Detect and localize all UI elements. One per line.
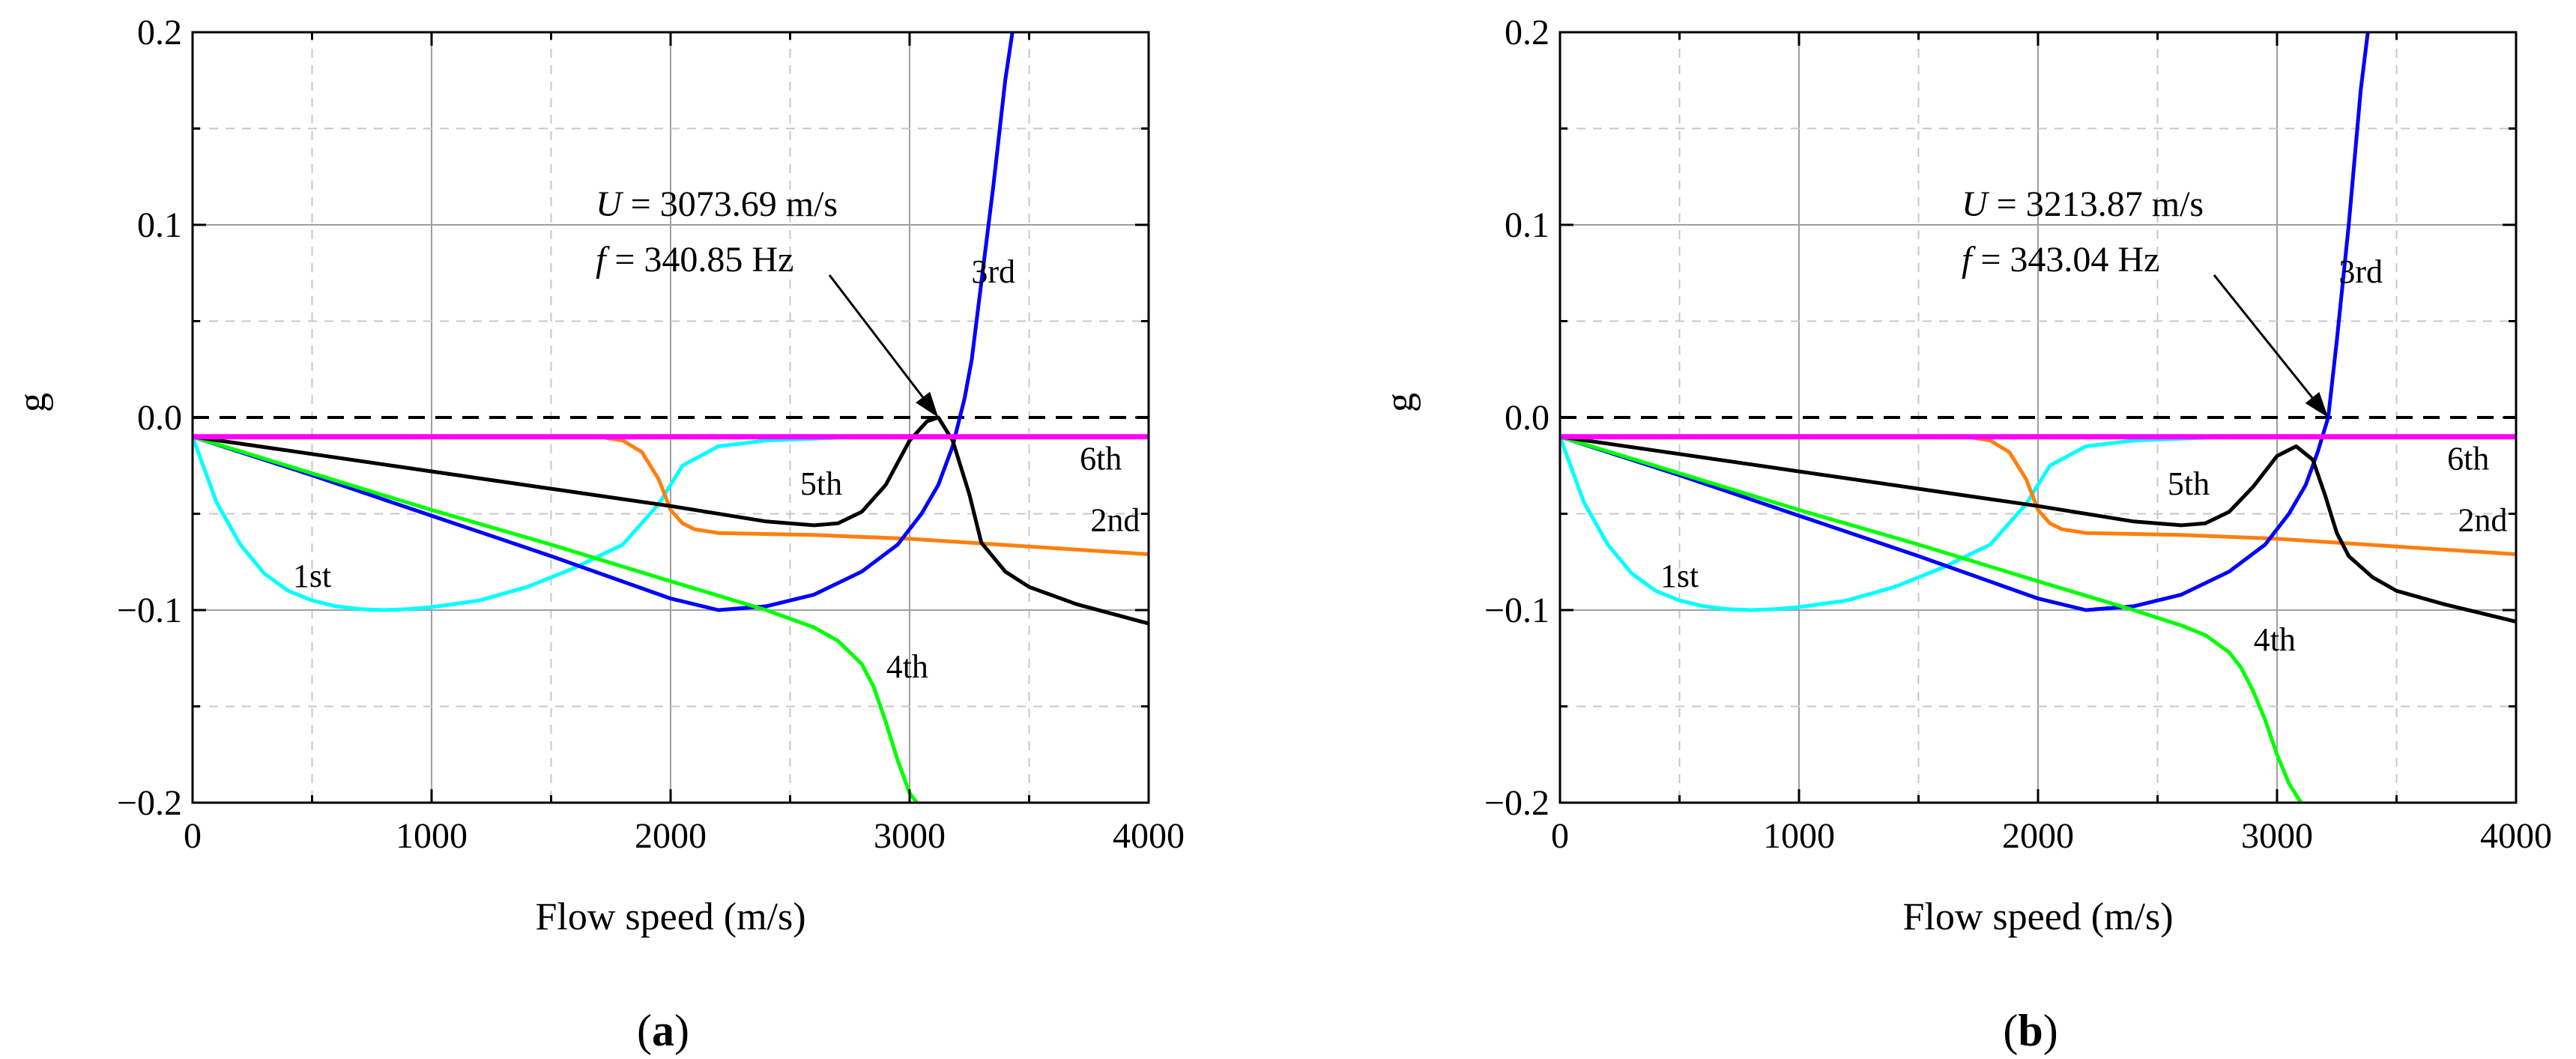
y-tick-labels: 0.2 0.1 0.0 −0.1 −0.2 [117, 13, 182, 823]
panel-label-open: ( [637, 1006, 652, 1055]
chart-panel-a: 0 1000 2000 3000 4000 0.2 0.1 0.0 −0.1 −0.2 1st 2… [11, 13, 1185, 1055]
axis-ticks [191, 31, 1150, 804]
x-tick-label: 3000 [874, 816, 946, 856]
y-tick-label: −0.2 [117, 783, 182, 823]
curve-2nd [193, 435, 1149, 556]
x-axis-title: Flow speed (m/s) [535, 896, 805, 938]
curve-4th [1560, 435, 2303, 803]
curve-1st [1560, 435, 2277, 612]
panel-label-a: (a) [637, 1006, 689, 1055]
y-tick-label: 0.0 [1505, 398, 1549, 438]
annotation-frequency: f = 340.85 Hz [596, 240, 793, 280]
x-tick-label: 3000 [2241, 816, 2313, 856]
panel-label-letter: b [2018, 1006, 2043, 1055]
mode-label-2nd: 2nd [2458, 502, 2507, 539]
y-tick-label: 0.0 [137, 398, 182, 438]
y-tick-label: −0.1 [117, 591, 182, 630]
annotation-arrowhead [2305, 391, 2329, 417]
mode-label-1st: 1st [293, 558, 331, 594]
annotation-speed: U = 3213.87 m/s [1962, 184, 2204, 224]
y-tick-label: 0.2 [137, 13, 182, 52]
curve-3rd [1560, 32, 2370, 612]
annotation-arrow [2213, 274, 2314, 399]
x-tick-label: 4000 [1113, 816, 1185, 856]
x-tick-label: 4000 [2480, 816, 2552, 856]
annotation-speed-value: = 3073.69 m/s [622, 184, 838, 224]
mode-label-5th: 5th [800, 465, 842, 502]
mode-label-6th: 6th [2447, 440, 2489, 477]
x-tick-label: 2000 [2002, 816, 2074, 856]
annotation-arrowhead [916, 391, 939, 417]
y-tick-labels: 0.2 0.1 0.0 −0.1 −0.2 [1484, 13, 1549, 823]
mode-label-4th: 4th [2254, 621, 2296, 658]
x-axis-title: Flow speed (m/s) [1902, 896, 2173, 938]
panel-label-open: ( [2003, 1006, 2018, 1055]
y-tick-label: 0.2 [1505, 13, 1549, 52]
annotation-speed: U = 3073.69 m/s [596, 184, 838, 224]
mode-curves [1560, 32, 2516, 803]
mode-label-3rd: 3rd [971, 253, 1015, 290]
y-tick-label: −0.2 [1484, 783, 1549, 823]
mode-label-3rd: 3rd [2338, 253, 2383, 290]
x-tick-label: 0 [1551, 816, 1569, 856]
flutter-annotation: U = 3073.69 m/s f = 340.85 Hz [596, 184, 939, 417]
curve-5th [193, 415, 1149, 626]
chart-panel-b: 0 1000 2000 3000 4000 0.2 0.1 0.0 −0.1 −0.2 1st 2… [1379, 13, 2552, 1055]
panel-label-close: ) [674, 1006, 689, 1055]
panel-label-close: ) [2043, 1006, 2058, 1055]
y-tick-label: 0.1 [137, 205, 182, 245]
x-tick-label: 0 [184, 816, 202, 856]
mode-label-6th: 6th [1080, 440, 1122, 477]
annotation-frequency-value: = 343.04 Hz [1971, 240, 2159, 280]
x-tick-label: 1000 [396, 816, 468, 856]
curve-1st [193, 435, 910, 612]
mode-curves [193, 32, 1149, 803]
axis-ticks [1558, 31, 2518, 804]
annotation-speed-symbol: U [596, 184, 624, 224]
mode-label-5th: 5th [2168, 465, 2210, 502]
mode-label-4th: 4th [886, 648, 928, 685]
y-tick-label: −0.1 [1484, 591, 1549, 630]
flutter-annotation: U = 3213.87 m/s f = 343.04 Hz [1962, 184, 2329, 417]
annotation-arrow [828, 274, 924, 398]
y-tick-label: 0.1 [1505, 205, 1549, 245]
x-tick-label: 2000 [635, 816, 707, 856]
y-axis-title: g [11, 393, 54, 412]
curve-3rd [193, 32, 1015, 612]
mode-labels: 1st 2nd 3rd 4th 5th 6th [1660, 253, 2508, 658]
annotation-frequency: f = 343.04 Hz [1962, 240, 2159, 280]
mode-label-2nd: 2nd [1090, 502, 1140, 539]
curve-4th [193, 435, 919, 803]
panel-label-b: (b) [2003, 1006, 2058, 1055]
mode-label-1st: 1st [1660, 558, 1699, 594]
curve-5th [1560, 435, 2516, 624]
annotation-speed-value: = 3213.87 m/s [1988, 184, 2204, 224]
annotation-speed-symbol: U [1962, 184, 1990, 224]
mode-labels: 1st 2nd 3rd 4th 5th 6th [293, 253, 1140, 685]
curve-2nd [1560, 435, 2516, 556]
y-axis-title: g [1379, 393, 1421, 412]
panel-label-letter: a [652, 1006, 674, 1055]
x-tick-label: 1000 [1763, 816, 1835, 856]
annotation-frequency-value: = 340.85 Hz [605, 240, 793, 280]
x-tick-labels: 0 1000 2000 3000 4000 [1551, 816, 2552, 856]
x-tick-labels: 0 1000 2000 3000 4000 [184, 816, 1185, 856]
